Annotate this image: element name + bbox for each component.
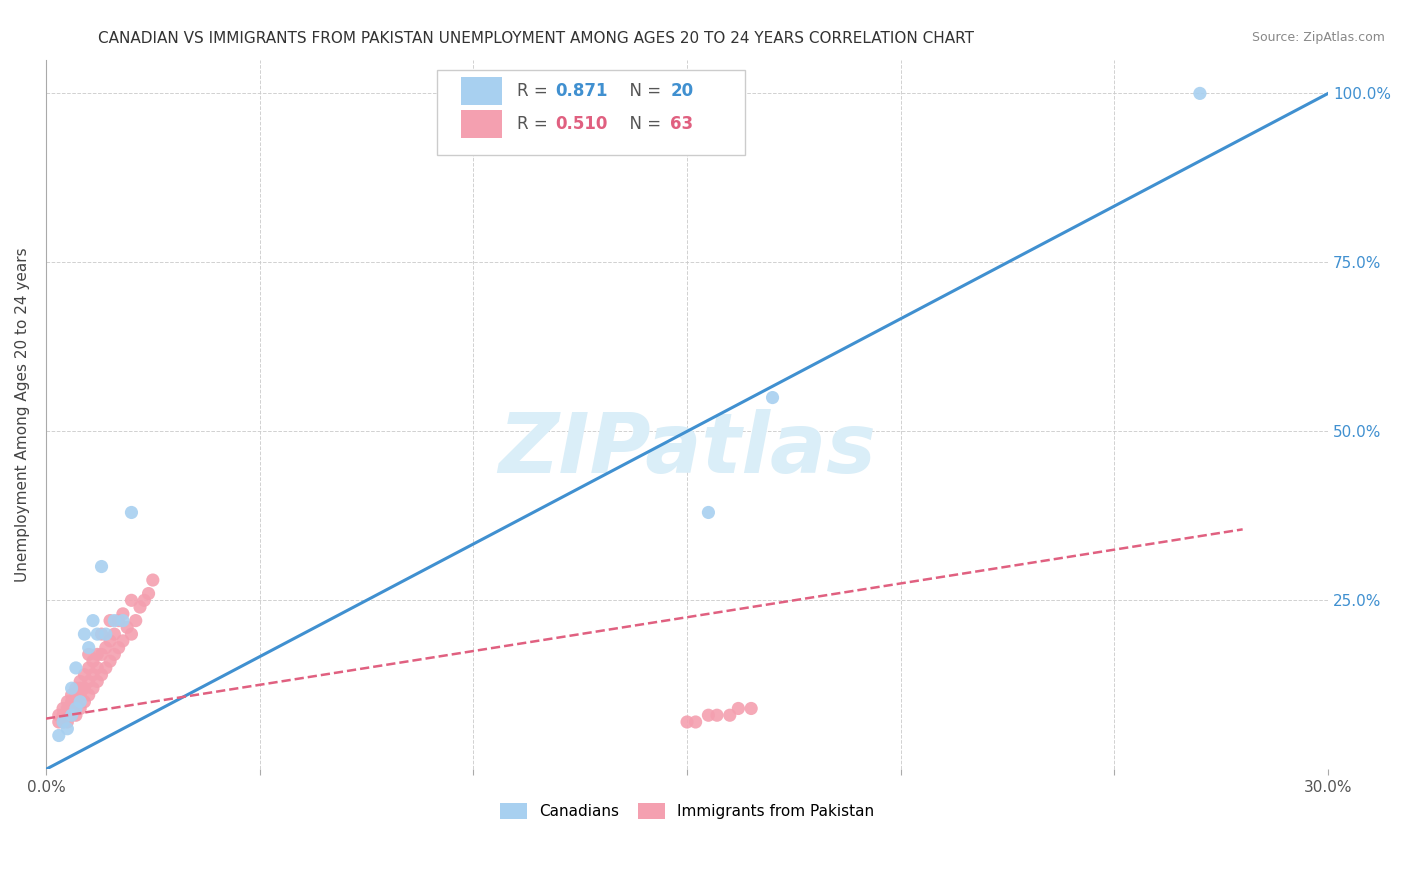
Point xyxy=(73,695,96,709)
Point xyxy=(60,695,83,709)
Point xyxy=(60,708,83,723)
Point xyxy=(82,681,104,696)
Point xyxy=(90,648,112,662)
Point xyxy=(107,640,129,655)
Point xyxy=(706,708,728,723)
Point xyxy=(69,674,91,689)
Point xyxy=(48,714,70,729)
Point xyxy=(107,614,129,628)
Point xyxy=(103,627,125,641)
Point xyxy=(86,661,108,675)
Point xyxy=(103,648,125,662)
Point xyxy=(718,708,741,723)
Point xyxy=(52,701,75,715)
FancyBboxPatch shape xyxy=(461,77,502,105)
Point xyxy=(65,688,87,702)
Point xyxy=(111,614,134,628)
Text: ZIPatlas: ZIPatlas xyxy=(498,409,876,491)
Point xyxy=(740,701,762,715)
Point xyxy=(82,667,104,681)
Text: R =: R = xyxy=(516,82,553,100)
Point xyxy=(69,681,91,696)
Point xyxy=(56,701,79,715)
Y-axis label: Unemployment Among Ages 20 to 24 years: Unemployment Among Ages 20 to 24 years xyxy=(15,247,30,582)
Point xyxy=(129,600,152,615)
Point xyxy=(86,627,108,641)
Text: N =: N = xyxy=(619,115,666,133)
Point xyxy=(676,714,699,729)
Point xyxy=(56,708,79,723)
Point xyxy=(73,681,96,696)
Point xyxy=(52,714,75,729)
Text: R =: R = xyxy=(516,115,553,133)
Point xyxy=(103,614,125,628)
Point xyxy=(125,614,148,628)
Point xyxy=(77,661,100,675)
Point xyxy=(111,607,134,621)
Point xyxy=(69,688,91,702)
Point xyxy=(52,708,75,723)
Point xyxy=(685,714,707,729)
Point xyxy=(60,688,83,702)
Point xyxy=(77,674,100,689)
Point xyxy=(94,661,117,675)
FancyBboxPatch shape xyxy=(437,70,745,155)
Point xyxy=(56,695,79,709)
Point xyxy=(98,654,121,668)
Point xyxy=(73,627,96,641)
Text: N =: N = xyxy=(619,82,666,100)
Point xyxy=(73,667,96,681)
Point xyxy=(98,633,121,648)
Point xyxy=(82,654,104,668)
Point xyxy=(65,661,87,675)
Text: Source: ZipAtlas.com: Source: ZipAtlas.com xyxy=(1251,31,1385,45)
Text: 63: 63 xyxy=(671,115,693,133)
Point xyxy=(98,614,121,628)
Point xyxy=(120,506,142,520)
Point xyxy=(77,648,100,662)
Point xyxy=(727,701,749,715)
Point xyxy=(697,708,720,723)
Text: CANADIAN VS IMMIGRANTS FROM PAKISTAN UNEMPLOYMENT AMONG AGES 20 TO 24 YEARS CORR: CANADIAN VS IMMIGRANTS FROM PAKISTAN UNE… xyxy=(98,31,974,46)
Point xyxy=(56,722,79,736)
Point xyxy=(65,695,87,709)
Point xyxy=(65,681,87,696)
Point xyxy=(120,627,142,641)
Legend: Canadians, Immigrants from Pakistan: Canadians, Immigrants from Pakistan xyxy=(494,797,880,825)
Point xyxy=(697,506,720,520)
Point xyxy=(94,627,117,641)
Point xyxy=(82,614,104,628)
Point xyxy=(90,667,112,681)
Point xyxy=(60,708,83,723)
Point xyxy=(94,640,117,655)
Point xyxy=(60,681,83,696)
Point xyxy=(69,701,91,715)
Point xyxy=(86,674,108,689)
Point xyxy=(60,701,83,715)
Point xyxy=(52,714,75,729)
Point xyxy=(111,633,134,648)
Point xyxy=(142,573,165,587)
Point xyxy=(761,391,783,405)
Point xyxy=(65,708,87,723)
Point xyxy=(115,620,138,634)
Point xyxy=(134,593,156,607)
Point xyxy=(48,708,70,723)
Point xyxy=(90,627,112,641)
Point xyxy=(65,701,87,715)
Point xyxy=(120,593,142,607)
Text: 20: 20 xyxy=(671,82,693,100)
Point xyxy=(90,559,112,574)
FancyBboxPatch shape xyxy=(461,110,502,138)
Point xyxy=(86,648,108,662)
Text: 0.871: 0.871 xyxy=(555,82,607,100)
Point xyxy=(77,688,100,702)
Text: 0.510: 0.510 xyxy=(555,115,607,133)
Point xyxy=(48,729,70,743)
Point xyxy=(77,640,100,655)
Point xyxy=(56,714,79,729)
Point xyxy=(138,586,160,600)
Point xyxy=(1188,87,1211,101)
Point xyxy=(69,695,91,709)
